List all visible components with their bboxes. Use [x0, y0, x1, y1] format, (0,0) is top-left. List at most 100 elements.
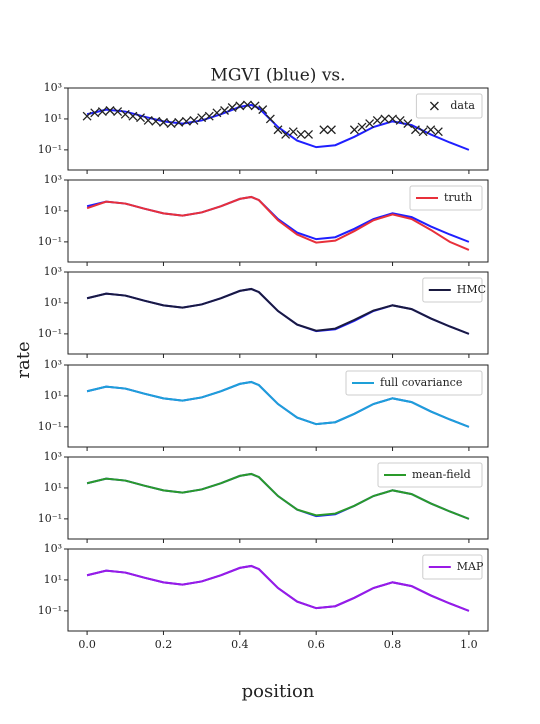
legend-label: HMC	[457, 283, 486, 296]
x-tick-label: 0.8	[384, 638, 402, 651]
data-point	[143, 115, 153, 125]
axes-frame	[67, 364, 489, 448]
legend-box	[409, 185, 483, 211]
y-tick-label: 10⁻¹	[38, 235, 62, 248]
data-point	[258, 105, 268, 115]
y-tick-label: 10⁻¹	[38, 512, 62, 525]
axes-frame	[67, 456, 489, 540]
data-point	[166, 119, 176, 129]
plot-area	[86, 564, 470, 612]
line	[86, 380, 470, 428]
axes-frame	[67, 179, 489, 263]
y-tick-label: 10¹	[44, 481, 62, 494]
legend-label: full covariance	[380, 376, 462, 389]
axes-frame	[67, 87, 489, 171]
plot-area	[86, 195, 470, 251]
y-tick-label: 10¹	[44, 296, 62, 309]
data-point	[349, 125, 359, 135]
data-point	[97, 107, 107, 117]
legend-box	[345, 370, 483, 396]
y-tick-label: 10³	[44, 542, 62, 555]
data-point	[120, 109, 130, 119]
legend-label: truth	[444, 191, 472, 204]
data-point	[250, 101, 260, 111]
legend-box	[422, 554, 483, 580]
legend-label: MAP	[457, 560, 484, 573]
x-tick-label: 0.4	[231, 638, 249, 651]
data-point	[304, 129, 314, 139]
data-point	[113, 107, 123, 117]
chart-title: MGVI (blue) vs.	[210, 66, 345, 86]
data-point	[242, 100, 252, 110]
data-point	[151, 116, 161, 126]
x-tick-label: 1.0	[460, 638, 478, 651]
legend-box	[377, 462, 483, 488]
data-point	[403, 119, 413, 129]
x-tick-label: 0.2	[155, 638, 173, 651]
data-point	[181, 116, 191, 126]
x-axis-label: position	[242, 681, 315, 702]
y-tick-label: 10¹	[44, 112, 62, 125]
data-point	[212, 108, 222, 118]
data-point	[227, 103, 237, 112]
data-point	[281, 129, 291, 139]
y-tick-label: 10³	[44, 450, 62, 463]
data-point	[235, 101, 245, 111]
data-point	[174, 117, 184, 127]
data-point	[433, 127, 443, 137]
data-point	[395, 115, 405, 125]
data-point	[136, 113, 146, 123]
data-point	[265, 114, 275, 124]
data-point	[388, 114, 398, 124]
x-tick-label: 0.0	[78, 638, 96, 651]
y-tick-label: 10¹	[44, 389, 62, 402]
data-point	[365, 119, 375, 129]
y-tick-label: 10³	[44, 173, 62, 186]
data-point	[128, 111, 138, 121]
plot-area	[82, 100, 470, 151]
data-point	[380, 114, 390, 124]
data-point	[372, 115, 382, 125]
data-point	[426, 125, 436, 135]
legend-label: data	[450, 99, 475, 112]
data-point	[197, 113, 207, 123]
axes-frame	[67, 271, 489, 355]
x-tick-label: 0.6	[307, 638, 325, 651]
y-tick-label: 10³	[44, 265, 62, 278]
legend-marker	[429, 101, 439, 111]
data-point	[319, 125, 329, 135]
data-point	[357, 122, 367, 132]
line	[86, 472, 470, 520]
y-tick-label: 10⁻¹	[38, 143, 62, 156]
data-point	[189, 115, 199, 125]
data-point	[158, 117, 168, 127]
data-point	[204, 111, 214, 121]
y-tick-label: 10³	[44, 358, 62, 371]
y-tick-label: 10³	[44, 81, 62, 94]
y-tick-label: 10¹	[44, 573, 62, 586]
line	[86, 195, 470, 251]
data-point	[90, 108, 100, 118]
plot-area	[86, 472, 470, 520]
y-axis-label: rate	[13, 341, 34, 378]
legend-box	[415, 93, 483, 119]
data-point	[326, 125, 336, 135]
y-tick-label: 10⁻¹	[38, 327, 62, 340]
plot-area	[86, 380, 470, 428]
data-point	[418, 127, 428, 137]
line	[86, 564, 470, 612]
data-point	[410, 125, 420, 135]
data-point	[296, 129, 306, 139]
line	[86, 287, 470, 335]
legend-label: mean-field	[412, 468, 471, 481]
data-point	[220, 106, 230, 115]
y-tick-label: 10⁻¹	[38, 604, 62, 617]
data-point	[82, 111, 92, 121]
legend-box	[422, 277, 483, 303]
data-point	[273, 125, 283, 135]
data-point	[105, 106, 115, 115]
y-tick-label: 10¹	[44, 204, 62, 217]
data-point	[288, 127, 298, 137]
